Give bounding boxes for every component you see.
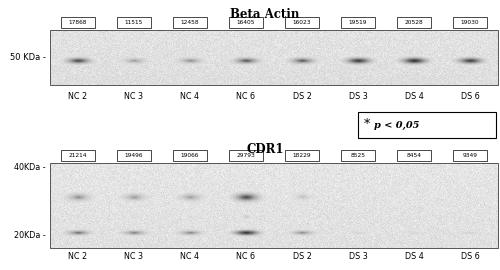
FancyBboxPatch shape bbox=[173, 17, 207, 28]
Text: 40KDa -: 40KDa - bbox=[14, 164, 46, 173]
Text: 17868: 17868 bbox=[69, 20, 87, 25]
Text: NC 2: NC 2 bbox=[68, 92, 87, 101]
Text: NC 2: NC 2 bbox=[68, 252, 87, 261]
Text: 16405: 16405 bbox=[237, 20, 256, 25]
Bar bbox=[50, 163, 498, 248]
Text: NC 4: NC 4 bbox=[180, 92, 200, 101]
Text: DS 3: DS 3 bbox=[348, 92, 368, 101]
Text: DS 6: DS 6 bbox=[460, 252, 479, 261]
FancyBboxPatch shape bbox=[229, 150, 263, 161]
FancyBboxPatch shape bbox=[173, 150, 207, 161]
FancyBboxPatch shape bbox=[285, 17, 319, 28]
Text: CDR1: CDR1 bbox=[246, 143, 284, 156]
FancyBboxPatch shape bbox=[358, 112, 496, 138]
Text: 16023: 16023 bbox=[293, 20, 311, 25]
Text: 21214: 21214 bbox=[69, 153, 87, 158]
Text: 11515: 11515 bbox=[125, 20, 143, 25]
FancyBboxPatch shape bbox=[61, 17, 95, 28]
FancyBboxPatch shape bbox=[453, 17, 487, 28]
Text: Beta Actin: Beta Actin bbox=[230, 8, 300, 21]
FancyBboxPatch shape bbox=[453, 150, 487, 161]
Text: 8454: 8454 bbox=[406, 153, 422, 158]
Text: DS 4: DS 4 bbox=[404, 92, 423, 101]
Text: NC 4: NC 4 bbox=[180, 252, 200, 261]
FancyBboxPatch shape bbox=[285, 150, 319, 161]
FancyBboxPatch shape bbox=[117, 17, 151, 28]
Text: 18229: 18229 bbox=[292, 153, 312, 158]
FancyBboxPatch shape bbox=[117, 150, 151, 161]
Text: NC 6: NC 6 bbox=[236, 92, 256, 101]
FancyBboxPatch shape bbox=[61, 150, 95, 161]
FancyBboxPatch shape bbox=[341, 150, 375, 161]
Text: 20528: 20528 bbox=[404, 20, 423, 25]
Text: DS 4: DS 4 bbox=[404, 252, 423, 261]
Text: 20KDa -: 20KDa - bbox=[14, 231, 46, 239]
Text: 19066: 19066 bbox=[181, 153, 199, 158]
Text: *: * bbox=[364, 119, 370, 131]
Text: 19496: 19496 bbox=[125, 153, 144, 158]
Text: DS 6: DS 6 bbox=[460, 92, 479, 101]
FancyBboxPatch shape bbox=[341, 17, 375, 28]
FancyBboxPatch shape bbox=[397, 150, 431, 161]
Text: DS 3: DS 3 bbox=[348, 252, 368, 261]
Text: 19030: 19030 bbox=[460, 20, 479, 25]
Bar bbox=[50, 30, 498, 85]
Text: NC 3: NC 3 bbox=[124, 252, 144, 261]
Text: 50 KDa -: 50 KDa - bbox=[10, 52, 46, 62]
Text: DS 2: DS 2 bbox=[292, 252, 312, 261]
Text: 12458: 12458 bbox=[180, 20, 200, 25]
Text: 29793: 29793 bbox=[236, 153, 256, 158]
Text: 8525: 8525 bbox=[350, 153, 366, 158]
Text: DS 2: DS 2 bbox=[292, 92, 312, 101]
Text: 9349: 9349 bbox=[462, 153, 477, 158]
FancyBboxPatch shape bbox=[397, 17, 431, 28]
FancyBboxPatch shape bbox=[229, 17, 263, 28]
Text: 19519: 19519 bbox=[349, 20, 367, 25]
Text: NC 6: NC 6 bbox=[236, 252, 256, 261]
Text: NC 3: NC 3 bbox=[124, 92, 144, 101]
Text: p < 0,05: p < 0,05 bbox=[374, 120, 420, 130]
